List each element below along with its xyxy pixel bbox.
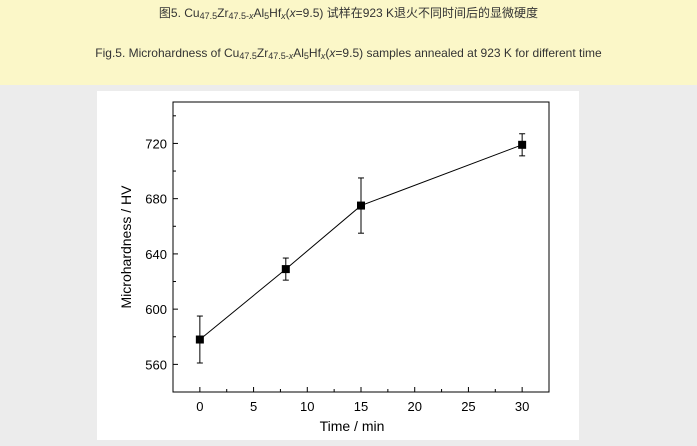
caption-en-sub1: 47.5 xyxy=(239,51,257,61)
caption-en-sub3: 5 xyxy=(303,51,309,61)
x-tick-label: 25 xyxy=(461,399,475,414)
caption-zh-var: x xyxy=(289,6,296,20)
figure-caption-english: Fig.5. Microhardness of Cu47.5Zr47.5-xAl… xyxy=(0,46,697,61)
y-axis-label: Microhardness / HV xyxy=(118,185,134,309)
caption-en-prefix: Fig.5. Microhardness of Cu xyxy=(95,46,240,60)
chart-panel: 0 5 10 15 20 25 30 560 600 640 680 720 Time / min M… xyxy=(97,91,579,440)
series-line xyxy=(199,144,523,340)
caption-zh-zr: Zr xyxy=(217,6,229,20)
y-tick-label: 640 xyxy=(145,247,167,262)
caption-en-sub4-var: x xyxy=(320,51,326,61)
caption-zh-paren: ( xyxy=(285,6,290,20)
caption-en-sub2: 47.5-x xyxy=(268,51,293,61)
x-tick-label: 10 xyxy=(300,399,314,414)
data-point-marker xyxy=(518,140,527,149)
plot-frame xyxy=(172,101,550,393)
caption-en-sub2-num: 47.5- xyxy=(268,51,289,61)
caption-en-hf: Hf xyxy=(308,46,321,60)
x-tick-label: 30 xyxy=(515,399,529,414)
caption-en-var: x xyxy=(329,46,336,60)
x-tick-label: 20 xyxy=(407,399,421,414)
caption-en-al: Al xyxy=(293,46,304,60)
x-tick-label: 15 xyxy=(354,399,368,414)
y-tick-label: 720 xyxy=(145,136,167,151)
x-tick-label: 0 xyxy=(196,399,203,414)
caption-zh-al: Al xyxy=(253,6,265,20)
caption-en-sub2-var: x xyxy=(288,51,294,61)
caption-en-sub4: x xyxy=(321,51,326,61)
caption-en-paren-rest: =9.5) xyxy=(335,46,364,60)
y-tick-label: 680 xyxy=(145,192,167,207)
caption-zh-sub4: x xyxy=(281,11,286,21)
y-tick-label: 560 xyxy=(145,357,167,372)
data-point-marker xyxy=(281,265,290,274)
caption-zh-hf: Hf xyxy=(269,6,282,20)
y-tick-label: 600 xyxy=(145,302,167,317)
data-point-marker xyxy=(195,335,204,344)
x-tick-label: 5 xyxy=(250,399,257,414)
microhardness-chart: 0 5 10 15 20 25 30 560 600 640 680 720 Time / min M… xyxy=(118,101,550,434)
figure-caption-chinese: 图5. Cu47.5Zr47.5-xAl5Hfx(x=9.5) 试样在923 K… xyxy=(0,4,697,21)
x-axis-label: Time / min xyxy=(320,418,385,434)
caption-en-suffix: samples annealed at 923 K for different … xyxy=(363,46,602,60)
caption-en-zr: Zr xyxy=(256,46,269,60)
caption-zh-sub2: 47.5-x xyxy=(228,11,253,21)
caption-zh-sub3: 5 xyxy=(264,11,270,21)
caption-zh-sub2-num: 47.5- xyxy=(228,11,249,21)
data-point-marker xyxy=(357,201,365,210)
caption-zh-paren-rest: =9.5) xyxy=(295,6,324,20)
caption-zh-sub1: 47.5 xyxy=(199,11,218,21)
caption-zh-sub4-var: x xyxy=(281,11,286,21)
caption-zh-suffix: 试样在923 K退火不同时间后的显微硬度 xyxy=(323,6,539,20)
caption-zh-prefix: 图5. Cu xyxy=(158,6,200,20)
caption-band xyxy=(0,0,697,85)
caption-zh-sub2-var: x xyxy=(248,11,254,21)
caption-en-paren: ( xyxy=(325,46,330,60)
